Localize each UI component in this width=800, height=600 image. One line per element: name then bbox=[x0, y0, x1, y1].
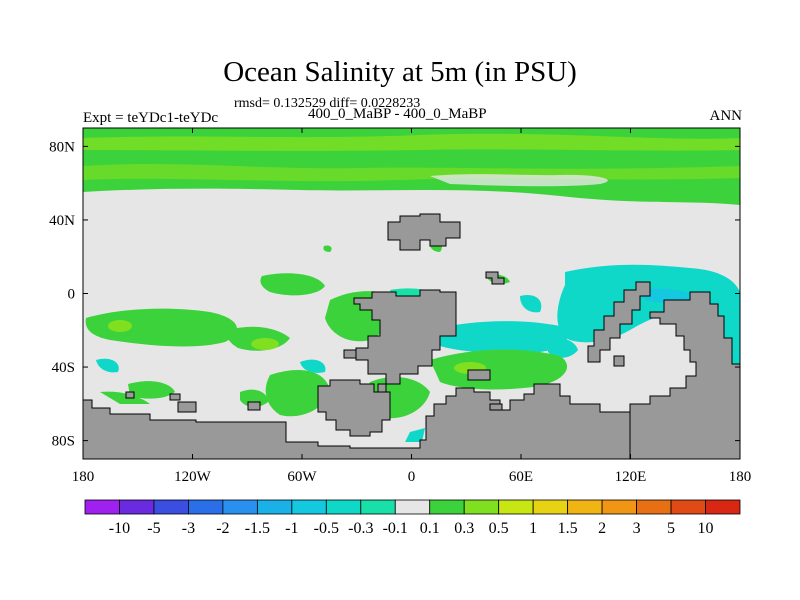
colorbar-swatch bbox=[463, 499, 500, 515]
stats-label: rmsd= 0.132529 diff= 0.0228233 bbox=[234, 96, 421, 111]
colorbar-swatch bbox=[153, 499, 189, 515]
colorbar-label: 10 bbox=[698, 520, 714, 537]
colorbar-swatch bbox=[222, 499, 258, 515]
colorbar-swatch bbox=[119, 499, 155, 515]
y-tick-label: 40N bbox=[49, 213, 75, 229]
x-axis: 180 120W 60W 0 60E 120E 180 bbox=[72, 128, 752, 485]
colorbar-label: -5 bbox=[147, 520, 160, 537]
x-tick-label: 0 bbox=[408, 469, 416, 485]
experiment-label: Expt = teYDc1-teYDc bbox=[83, 110, 219, 126]
colorbar-swatch bbox=[360, 499, 396, 515]
colorbar-swatch bbox=[325, 499, 362, 515]
colorbar-label: -0.5 bbox=[314, 520, 339, 537]
y-tick-label: 0 bbox=[68, 287, 76, 303]
colorbar-swatch bbox=[188, 499, 224, 515]
northern-green-bands bbox=[83, 128, 740, 205]
colorbar-label: 2 bbox=[598, 520, 606, 537]
y-axis: 80N 40N 0 40S 80S bbox=[49, 139, 740, 450]
colorbar-swatch bbox=[498, 499, 534, 515]
colorbar-label: -2 bbox=[216, 520, 229, 537]
x-tick-label: 120W bbox=[174, 469, 212, 485]
colorbar-swatch bbox=[84, 499, 120, 515]
colorbar-label: 5 bbox=[667, 520, 675, 537]
colorbar-swatch bbox=[705, 499, 741, 515]
colorbar-label: 0.1 bbox=[420, 520, 440, 537]
colorbar: -10 -5 -3 -2 -1.5 -1 -0.5 -0.3 -0.1 0.1 0.3 0.5 1 1.5… bbox=[84, 499, 741, 537]
colorbar-swatch bbox=[601, 499, 637, 515]
colorbar-label: 3 bbox=[633, 520, 641, 537]
colorbar-swatch bbox=[256, 499, 293, 515]
colorbar-label: -1.5 bbox=[245, 520, 270, 537]
colorbar-swatch bbox=[670, 499, 706, 515]
y-tick-label: 80N bbox=[49, 139, 75, 155]
colorbar-label: -10 bbox=[109, 520, 130, 537]
x-tick-label: 120E bbox=[615, 469, 647, 485]
colorbar-swatch bbox=[291, 499, 327, 515]
y-tick-label: 80S bbox=[52, 434, 75, 450]
colorbar-label: 0.3 bbox=[454, 520, 474, 537]
x-tick-label: 60W bbox=[287, 469, 317, 485]
chart-title: Ocean Salinity at 5m (in PSU) bbox=[223, 56, 577, 88]
run-label: 400_0_MaBP - 400_0_MaBP bbox=[308, 106, 487, 122]
colorbar-label: -0.3 bbox=[348, 520, 373, 537]
colorbar-label: 1 bbox=[529, 520, 537, 537]
land bbox=[83, 213, 740, 459]
colorbar-swatch bbox=[429, 499, 465, 515]
colorbar-swatch bbox=[636, 499, 672, 515]
colorbar-swatch bbox=[532, 499, 569, 515]
colorbar-label: 1.5 bbox=[558, 520, 578, 537]
colorbar-label: -1 bbox=[285, 520, 298, 537]
colorbar-label: 0.5 bbox=[489, 520, 509, 537]
colorbar-swatch bbox=[567, 499, 603, 515]
colorbar-swatch bbox=[394, 499, 431, 515]
x-tick-label: 60E bbox=[509, 469, 533, 485]
season-label: ANN bbox=[709, 108, 743, 124]
y-tick-label: 40S bbox=[52, 360, 75, 376]
colorbar-label: -0.1 bbox=[383, 520, 408, 537]
map-field bbox=[83, 128, 740, 459]
x-tick-label: 180 bbox=[72, 469, 95, 485]
x-tick-label: 180 bbox=[729, 469, 752, 485]
colorbar-label: -3 bbox=[182, 520, 195, 537]
